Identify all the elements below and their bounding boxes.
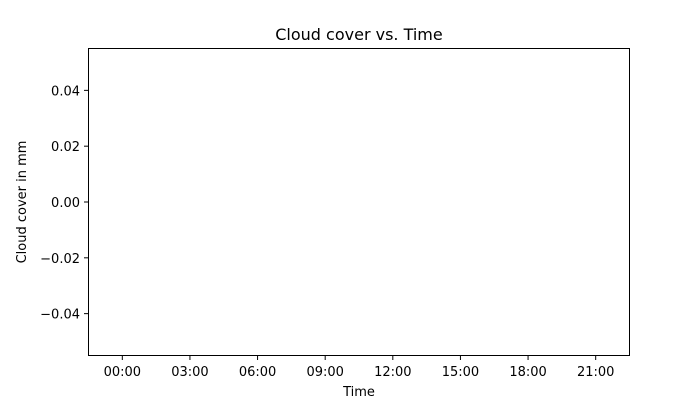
x-tick-label: 00:00 <box>104 365 141 380</box>
x-tick-label: 21:00 <box>577 365 614 380</box>
y-tick-label: 0.00 <box>51 196 80 211</box>
y-tick-label: 0.02 <box>51 140 80 155</box>
x-tick-label: 18:00 <box>509 365 546 380</box>
y-tick-label: −0.02 <box>40 252 80 267</box>
x-tick-label: 15:00 <box>442 365 479 380</box>
x-tick-label: 12:00 <box>374 365 411 380</box>
y-axis-label: Cloud cover in mm <box>15 141 30 264</box>
y-tick-label: −0.04 <box>40 308 80 323</box>
x-axis-ticks: 00:00 03:00 06:00 09:00 12:00 15:00 18:00 21:00 <box>104 355 614 380</box>
x-axis-label: Time <box>342 385 375 400</box>
x-tick-label: 03:00 <box>171 365 208 380</box>
chart-title: Cloud cover vs. Time <box>275 25 442 44</box>
x-tick-label: 06:00 <box>239 365 276 380</box>
y-tick-label: 0.04 <box>51 84 80 99</box>
x-tick-label: 09:00 <box>306 365 343 380</box>
y-axis-ticks: 0.04 0.02 0.00 −0.02 −0.04 <box>40 84 89 323</box>
